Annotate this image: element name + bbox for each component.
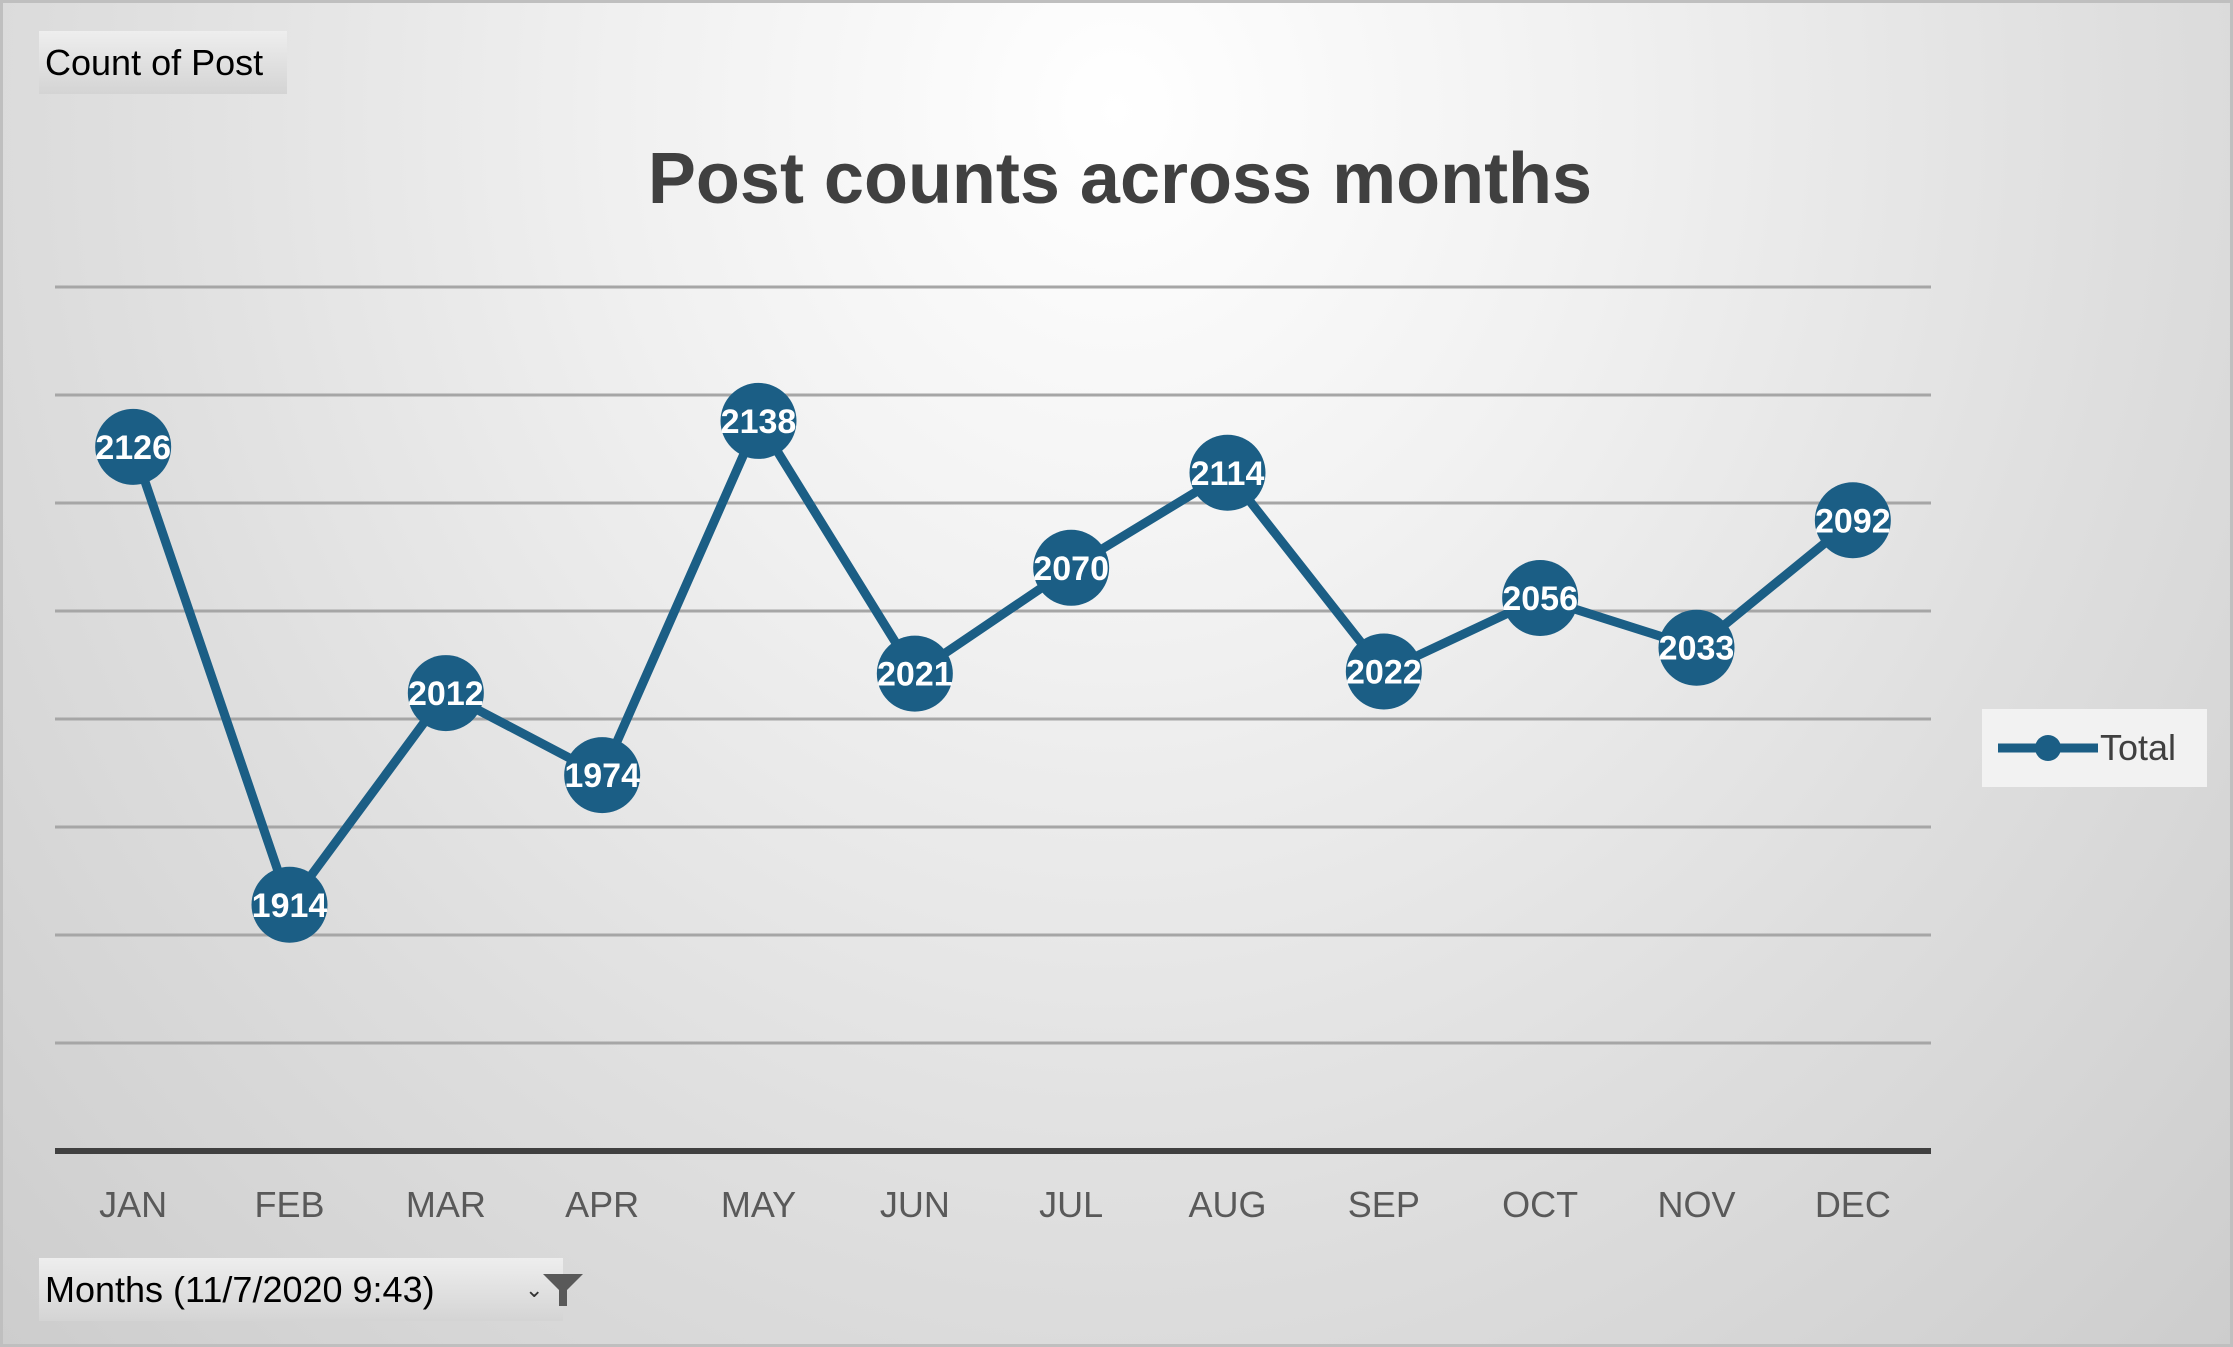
data-label: 2022	[1346, 653, 1422, 691]
data-point[interactable]	[407, 655, 484, 732]
x-tick-label: JAN	[99, 1184, 167, 1225]
x-tick-label: FEB	[254, 1184, 324, 1225]
x-tick-label: MAY	[721, 1184, 796, 1225]
axis-field-label: Months (11/7/2020 9:43)	[45, 1269, 435, 1310]
data-label: 2056	[1502, 580, 1578, 618]
data-point[interactable]	[1345, 633, 1422, 710]
data-label: 2092	[1815, 502, 1891, 540]
x-tick-label: DEC	[1815, 1184, 1891, 1225]
x-tick-label: JUN	[880, 1184, 950, 1225]
data-label: 1974	[564, 757, 640, 795]
data-label: 2126	[95, 429, 171, 467]
filter-icon[interactable]	[541, 1272, 585, 1308]
x-tick-label: APR	[565, 1184, 639, 1225]
data-label: 2012	[408, 675, 484, 713]
data-point[interactable]	[720, 382, 797, 459]
data-point[interactable]	[1033, 529, 1110, 606]
chart-title: Post counts across months	[648, 139, 1592, 219]
data-point[interactable]	[95, 408, 172, 485]
data-label: 2021	[877, 656, 953, 694]
axis-field-button[interactable]: Months (11/7/2020 9:43) ⌄	[39, 1258, 583, 1321]
dropdown-arrow-icon[interactable]: ⌄	[525, 1277, 544, 1302]
series-line	[128, 416, 1858, 910]
data-labels: 2126 1914 2012 1974 2138 2021 2070 2114 2022 2056…	[95, 403, 1890, 925]
line-chart: Post counts across months JAN FEB MAR APR MA…	[55, 139, 1931, 1225]
data-point[interactable]	[1658, 609, 1735, 686]
data-label: 1914	[252, 887, 328, 925]
value-field-label: Count of Post	[45, 42, 264, 83]
data-point[interactable]	[1189, 434, 1266, 511]
series-total	[95, 382, 1891, 943]
legend-line-marker-icon	[1998, 735, 2098, 761]
x-axis: JAN FEB MAR APR MAY JUN JUL AUG SEP OCT NOV DEC	[55, 1148, 1931, 1225]
x-tick-label: NOV	[1657, 1184, 1735, 1225]
x-tick-label: AUG	[1188, 1184, 1266, 1225]
value-field-button[interactable]: Count of Post	[39, 31, 287, 94]
data-label: 2138	[721, 403, 797, 441]
legend: Total	[1982, 709, 2207, 787]
x-tick-label: OCT	[1502, 1184, 1578, 1225]
legend-label-total: Total	[2100, 727, 2177, 768]
x-tick-label: JUL	[1039, 1184, 1103, 1225]
data-label: 2033	[1659, 630, 1735, 668]
data-point[interactable]	[251, 866, 328, 943]
data-point[interactable]	[564, 737, 641, 814]
data-label: 2070	[1033, 550, 1109, 588]
x-tick-label: SEP	[1348, 1184, 1420, 1225]
data-point[interactable]	[876, 635, 953, 712]
data-point[interactable]	[1502, 560, 1579, 637]
gridlines	[55, 285, 1931, 1045]
data-label: 2114	[1191, 455, 1265, 493]
x-tick-label: MAR	[406, 1184, 486, 1225]
data-point[interactable]	[1814, 482, 1891, 559]
